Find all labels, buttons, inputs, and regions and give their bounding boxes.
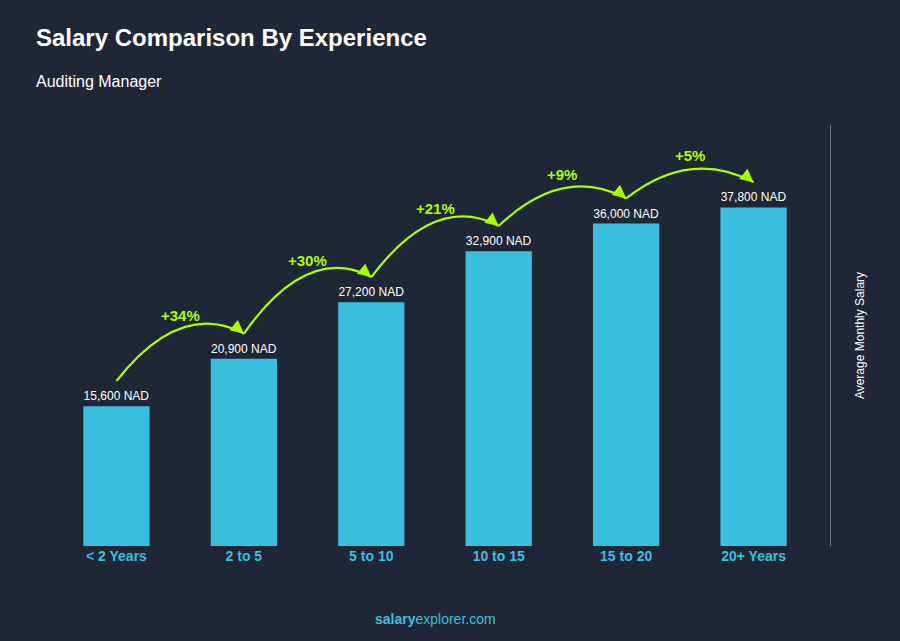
svg-text:27,200 NAD: 27,200 NAD: [338, 285, 404, 299]
svg-text:+34%: +34%: [161, 307, 200, 324]
svg-text:20,900 NAD: 20,900 NAD: [211, 342, 277, 356]
svg-text:Auditing Manager: Auditing Manager: [36, 73, 162, 90]
svg-text:5 to 10: 5 to 10: [349, 548, 394, 564]
svg-text:+30%: +30%: [288, 252, 327, 269]
svg-text:10 to 15: 10 to 15: [473, 548, 525, 564]
svg-text:+21%: +21%: [416, 200, 455, 217]
svg-text:Salary Comparison By Experienc: Salary Comparison By Experience: [36, 24, 427, 51]
svg-text:Average Monthly Salary: Average Monthly Salary: [853, 272, 867, 399]
svg-text:2 to 5: 2 to 5: [226, 548, 263, 564]
svg-text:< 2 Years: < 2 Years: [86, 548, 147, 564]
svg-text:37,800 NAD: 37,800 NAD: [721, 190, 787, 204]
svg-text:36,000 NAD: 36,000 NAD: [593, 207, 659, 221]
svg-text:15 to 20: 15 to 20: [600, 548, 652, 564]
svg-text:salaryexplorer.com: salaryexplorer.com: [375, 611, 496, 627]
svg-text:32,900 NAD: 32,900 NAD: [466, 234, 532, 248]
svg-text:+5%: +5%: [675, 147, 705, 164]
svg-text:15,600 NAD: 15,600 NAD: [84, 389, 150, 403]
svg-text:+9%: +9%: [547, 166, 577, 183]
svg-text:20+ Years: 20+ Years: [721, 548, 786, 564]
